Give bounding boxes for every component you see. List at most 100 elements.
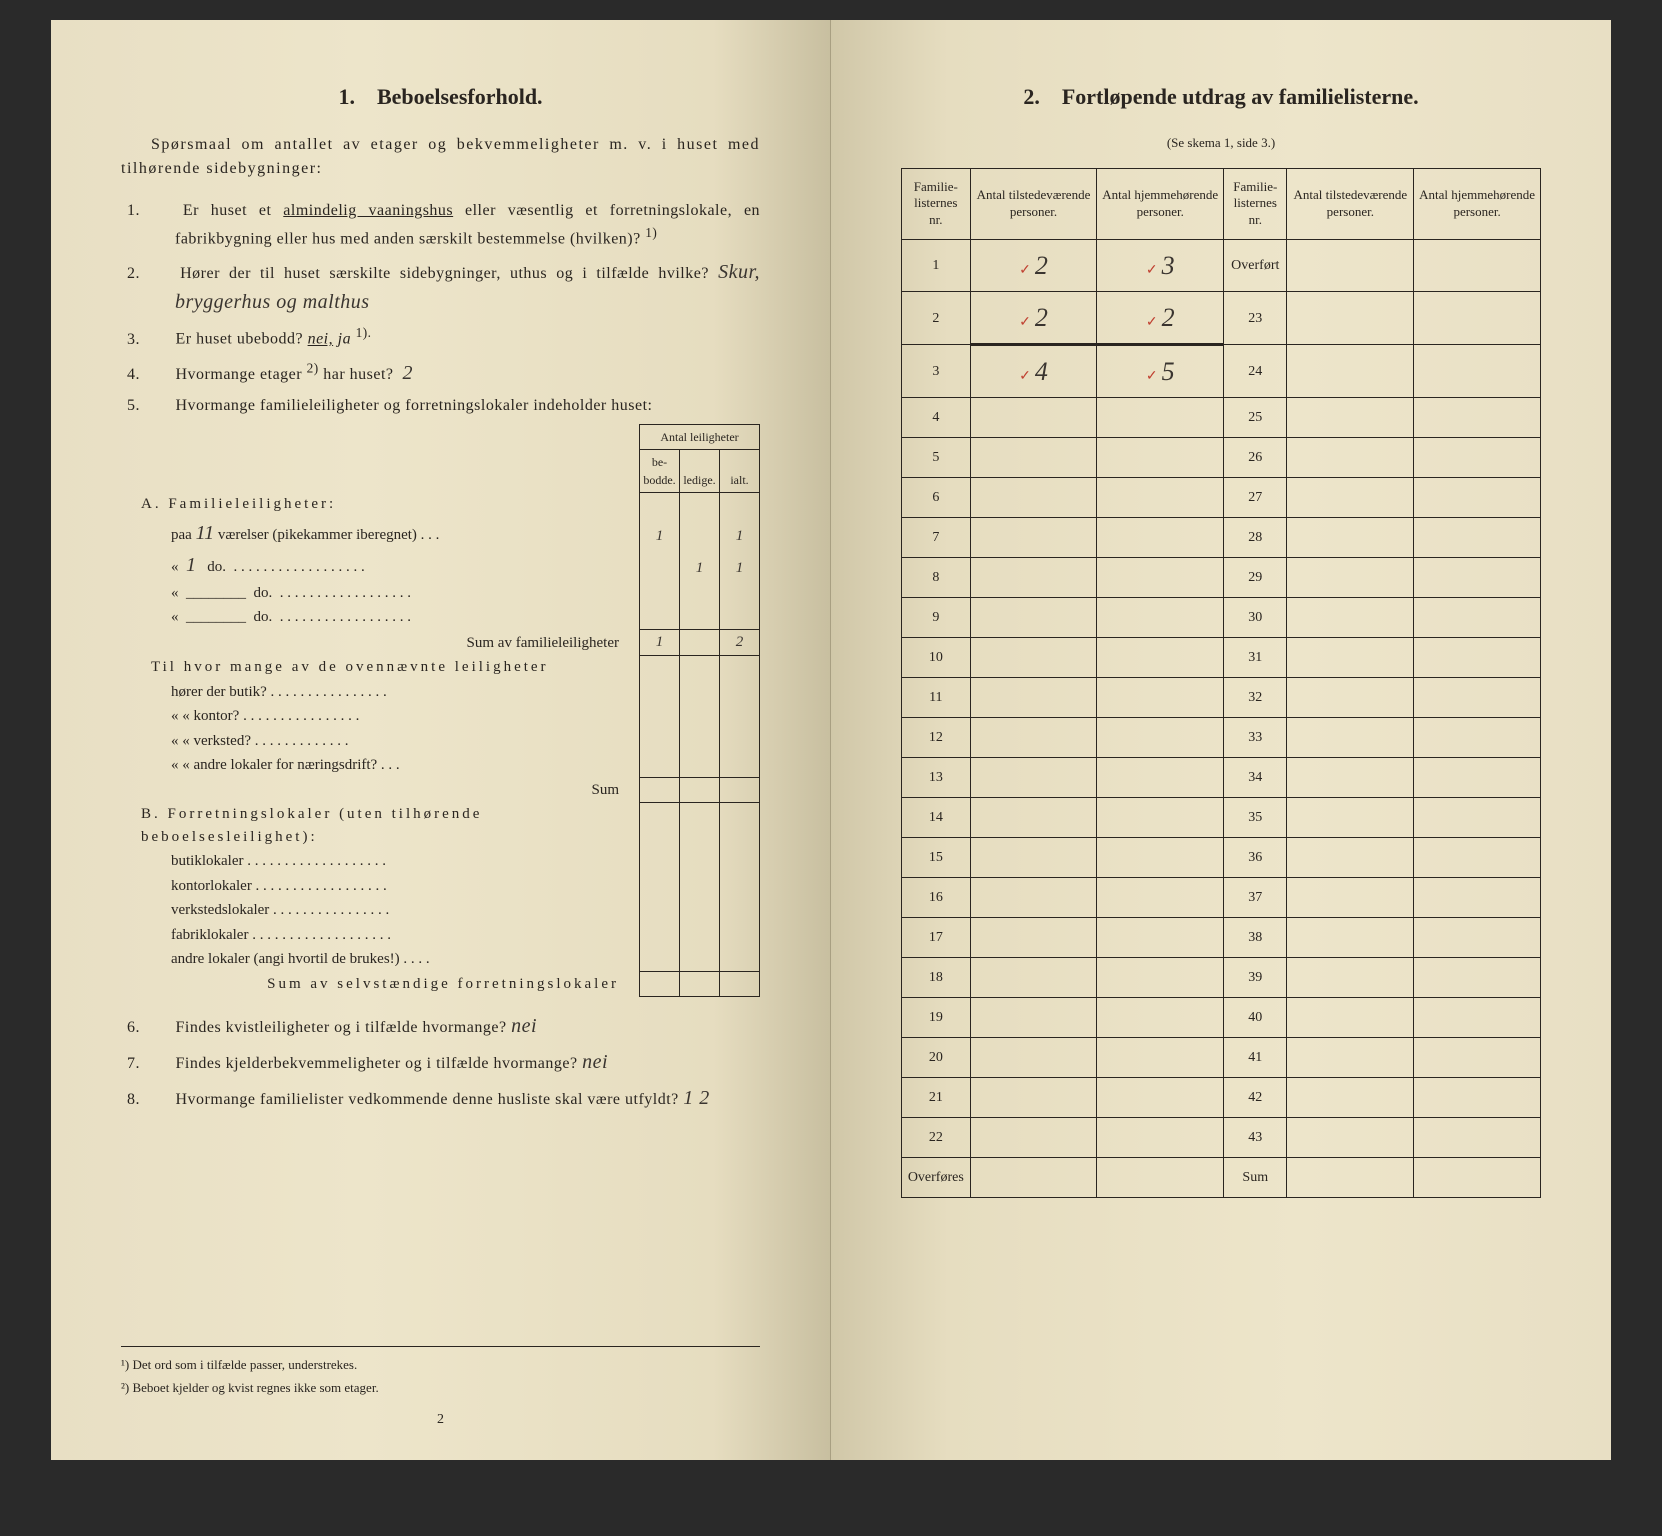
row-num-left: 9 [902, 598, 971, 638]
intro-text: Spørsmaal om antallet av etager og bekve… [121, 133, 760, 181]
b-row-4: fabriklokaler . . . . . . . . . . . . . … [121, 923, 760, 948]
present-persons-right [1287, 438, 1414, 478]
row-num-right: 26 [1224, 438, 1287, 478]
question-7: 7. Findes kjelderbekvemmeligheter og i t… [151, 1047, 760, 1077]
b-row-5: andre lokaler (angi hvortil de brukes!) … [121, 947, 760, 972]
resident-persons-right [1414, 638, 1541, 678]
present-persons-right [1287, 478, 1414, 518]
resident-persons-right [1414, 292, 1541, 345]
a-line1: paa [171, 527, 192, 543]
footnotes: ¹) Det ord som i tilfælde passer, unders… [121, 1346, 760, 1400]
table-row: 2✓2✓223 [902, 292, 1541, 345]
table-row: 7 28 [902, 518, 1541, 558]
handwritten-value: 3 [1162, 251, 1175, 280]
present-persons-left [970, 838, 1097, 878]
section-a-row-4: « ________ do. . . . . . . . . . . . . .… [121, 605, 760, 630]
present-persons-left [970, 478, 1097, 518]
present-persons-right [1287, 598, 1414, 638]
present-persons-right [1287, 998, 1414, 1038]
present-persons-right [1287, 1078, 1414, 1118]
q4-sup: 2) [307, 360, 319, 375]
present-persons-left [970, 798, 1097, 838]
row-num-right: 31 [1224, 638, 1287, 678]
row-num-left: 6 [902, 478, 971, 518]
present-persons-right [1287, 1158, 1414, 1198]
q3-text: Er huset ubebodd? [176, 331, 304, 348]
q1-num: 1. [151, 199, 171, 223]
row-num-right: 32 [1224, 678, 1287, 718]
col-ledige: ledige. [680, 449, 720, 492]
resident-persons-right [1414, 438, 1541, 478]
row-num-right: Sum [1224, 1158, 1287, 1198]
present-persons-right [1287, 878, 1414, 918]
q4-answer: 2 [403, 362, 414, 384]
table-row: 1233 [902, 718, 1541, 758]
a-line2: « [171, 559, 179, 575]
footnote-1: ¹) Det ord som i tilfælde passer, unders… [121, 1355, 760, 1375]
a-r1-bebodde: 1 [640, 517, 680, 549]
row-num-right: 37 [1224, 878, 1287, 918]
row-num-right: 40 [1224, 998, 1287, 1038]
resident-persons-left [1097, 998, 1224, 1038]
row-num-left: 7 [902, 518, 971, 558]
b-line5: andre lokaler (angi hvortil de brukes!) … [171, 951, 430, 967]
check-mark-icon: ✓ [1019, 263, 1031, 278]
opt-kontor: « « kontor? . . . . . . . . . . . . . . … [171, 708, 359, 724]
a-sum-bebodde: 1 [640, 630, 680, 656]
b-row-2: kontorlokaler . . . . . . . . . . . . . … [121, 874, 760, 899]
section-b-title: B. Forretningslokaler (uten tilhørende b… [141, 806, 482, 845]
resident-persons-left [1097, 598, 1224, 638]
question-list-2: 6. Findes kvistleiligheter og i tilfælde… [121, 1011, 760, 1113]
row-num-left: 2 [902, 292, 971, 345]
q4-rest: har huset? [323, 366, 393, 383]
q1-text: Er huset et [183, 202, 272, 219]
resident-persons-left [1097, 558, 1224, 598]
resident-persons-left [1097, 798, 1224, 838]
table-row: 6 27 [902, 478, 1541, 518]
question-list: 1. Er huset et almindelig vaaningshus el… [121, 199, 760, 418]
present-persons-left [970, 438, 1097, 478]
table-row: 1738 [902, 918, 1541, 958]
present-persons-right [1287, 958, 1414, 998]
present-persons-left: ✓2 [970, 240, 1097, 292]
section-b-title-row: B. Forretningslokaler (uten tilhørende b… [121, 802, 760, 849]
a-line3: « [171, 585, 179, 601]
row-num-right: 43 [1224, 1118, 1287, 1158]
present-persons-right [1287, 398, 1414, 438]
til-hvor-row: Til hvor mange av de ovennævnte leilighe… [121, 655, 760, 680]
table-row: 14 35 [902, 798, 1541, 838]
resident-persons-right [1414, 998, 1541, 1038]
resident-persons-left [1097, 758, 1224, 798]
present-persons-left [970, 878, 1097, 918]
col-ialt: ialt. [720, 449, 760, 492]
handwritten-value: 2 [1162, 303, 1175, 332]
opt-kontor-row: « « kontor? . . . . . . . . . . . . . . … [121, 704, 760, 729]
present-persons-left [970, 598, 1097, 638]
question-8: 8. Hvormange familielister vedkommende d… [151, 1083, 760, 1113]
table-row: 526 [902, 438, 1541, 478]
row-num-left: 8 [902, 558, 971, 598]
table-row: 3✓4✓524 [902, 345, 1541, 398]
resident-persons-right [1414, 798, 1541, 838]
row-num-left: 14 [902, 798, 971, 838]
row-num-right: 35 [1224, 798, 1287, 838]
family-list-table: Familie-listernes nr. Antal tilstedevære… [901, 168, 1541, 1199]
present-persons-left: ✓4 [970, 345, 1097, 398]
row-num-right: 28 [1224, 518, 1287, 558]
table-row: 2243 [902, 1118, 1541, 1158]
q3-opt2: ja [338, 331, 351, 348]
a-line4: « [171, 609, 179, 625]
table-row: 1637 [902, 878, 1541, 918]
resident-persons-left: ✓5 [1097, 345, 1224, 398]
q7-num: 7. [151, 1052, 171, 1076]
row-num-left: 11 [902, 678, 971, 718]
check-mark-icon: ✓ [1146, 315, 1158, 330]
row-num-right: 27 [1224, 478, 1287, 518]
col-header-3: Antal hjemmehørende personer. [1097, 168, 1224, 240]
left-page: 1. Beboelsesforhold. Spørsmaal om antall… [51, 20, 831, 1460]
table-row: OverføresSum [902, 1158, 1541, 1198]
row-num-right: Overført [1224, 240, 1287, 292]
question-2: 2. Hører der til huset særskilte sidebyg… [151, 257, 760, 317]
a-r1-ialt: 1 [720, 517, 760, 549]
table-row: 11 32 [902, 678, 1541, 718]
